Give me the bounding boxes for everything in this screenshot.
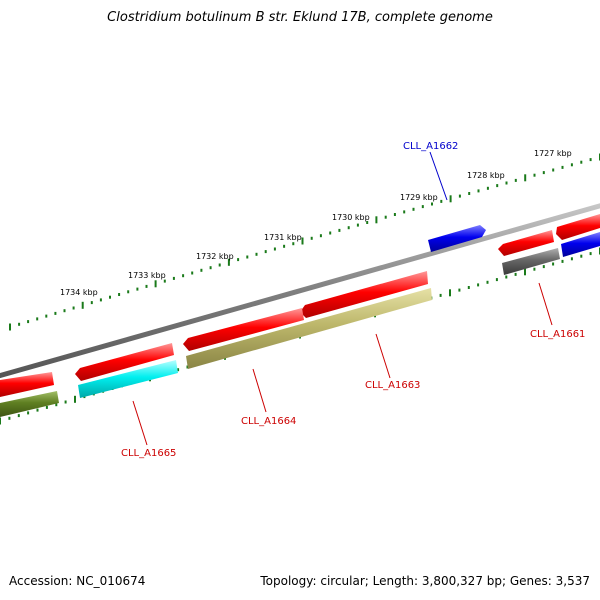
gene-arrow-cll-a1663-red[interactable] [300, 271, 428, 318]
gene-label-cll-a1661[interactable]: CLL_A1661 [530, 329, 585, 340]
genome-title: Clostridium botulinum B str. Eklund 17B,… [107, 10, 493, 25]
gene-arrow-cll-a1664-red[interactable] [183, 308, 304, 351]
kbp-label: 1731 kbp [264, 233, 302, 242]
kbp-label: 1732 kbp [196, 252, 234, 261]
leader-cll-a1661 [538, 282, 553, 326]
gene-arrow-red[interactable] [498, 230, 554, 256]
forward-features [0, 214, 600, 397]
gene-arrow-cll-a1661-red[interactable] [556, 214, 600, 240]
gene-arrow-cll-a1662[interactable] [428, 225, 486, 252]
kbp-label: 1728 kbp [467, 171, 505, 180]
gene-label-cll-a1662[interactable]: CLL_A1662 [403, 141, 458, 152]
leader-cll-a1663 [375, 333, 391, 379]
feature-olive[interactable] [186, 288, 432, 369]
leader-cll-a1665 [132, 400, 148, 446]
kbp-label: 1730 kbp [332, 213, 370, 222]
second-track-features [0, 232, 600, 417]
leader-cll-a1664 [252, 368, 267, 413]
gene-leader-lines [132, 151, 553, 446]
outer-tick-row [9, 153, 600, 331]
genome-backbone [0, 203, 600, 379]
kbp-label: 1729 kbp [400, 193, 438, 202]
feature-green[interactable] [0, 391, 59, 417]
kbp-label: 1733 kbp [128, 271, 166, 280]
gene-label-cll-a1663[interactable]: CLL_A1663 [365, 380, 420, 391]
feature-cyan[interactable] [78, 360, 178, 398]
genome-summary-text: Topology: circular; Length: 3,800,327 bp… [260, 574, 590, 588]
kbp-labels: 1727 kbp 1728 kbp 1729 kbp 1730 kbp 1731… [60, 149, 572, 297]
accession-text: Accession: NC_010674 [9, 574, 146, 588]
feature-gray[interactable] [502, 248, 560, 275]
feature-blue-right[interactable] [561, 232, 600, 257]
kbp-label: 1734 kbp [60, 288, 98, 297]
leader-cll-a1662 [429, 151, 448, 201]
kbp-label: 1727 kbp [534, 149, 572, 158]
gene-labels: CLL_A1662 CLL_A1661 CLL_A1663 CLL_A1664 … [121, 141, 585, 459]
gene-arrow-red-left[interactable] [0, 372, 54, 397]
gene-arrow-cll-a1665-red[interactable] [75, 343, 174, 381]
gene-label-cll-a1665[interactable]: CLL_A1665 [121, 448, 176, 459]
gene-label-cll-a1664[interactable]: CLL_A1664 [241, 416, 296, 427]
